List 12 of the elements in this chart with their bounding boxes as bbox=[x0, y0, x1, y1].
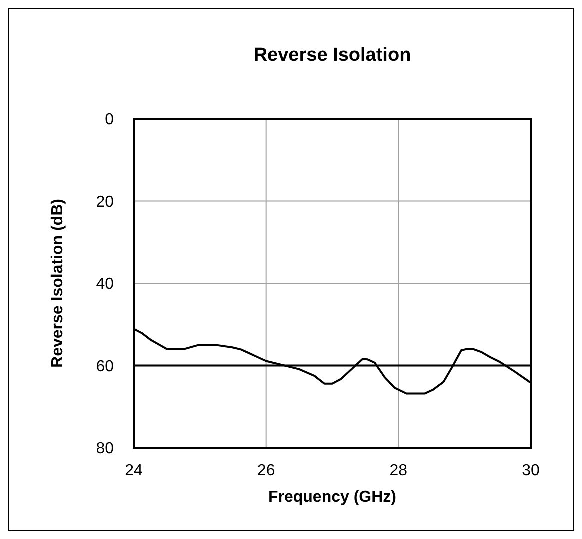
y-tick-label: 20 bbox=[96, 194, 114, 211]
x-tick-label: 24 bbox=[125, 462, 143, 480]
x-tick-label: 28 bbox=[390, 462, 408, 480]
y-tick-label: 0 bbox=[105, 112, 114, 129]
chart-title: Reverse Isolation bbox=[252, 45, 412, 67]
y-axis-title: Reverse Isolation (dB) bbox=[50, 199, 67, 368]
y-tick-label: 60 bbox=[96, 358, 114, 376]
y-tick-label: 40 bbox=[96, 276, 114, 294]
x-tick-label: 30 bbox=[522, 462, 540, 480]
x-tick-label: 26 bbox=[257, 462, 276, 480]
y-tick-label: 80 bbox=[96, 440, 114, 458]
x-axis-title: Frequency (GHz) bbox=[268, 489, 397, 506]
